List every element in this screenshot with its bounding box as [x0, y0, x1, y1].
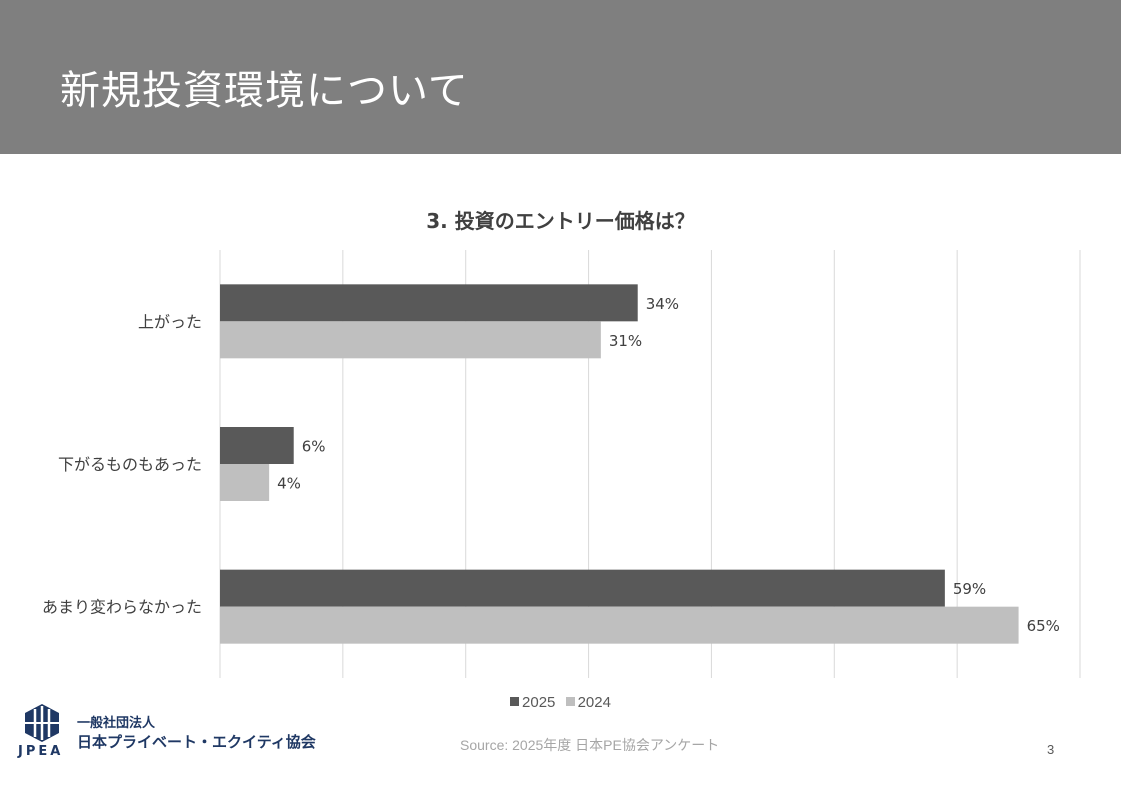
- data-label-2024: 65%: [1027, 617, 1060, 635]
- logo-org-type: 一般社団法人: [77, 716, 156, 731]
- legend-item-2024: 2024: [565, 694, 611, 711]
- logo-letters: JPEA: [18, 744, 64, 759]
- legend-item-2025: 2025: [510, 694, 555, 711]
- bar-2025: [220, 427, 294, 464]
- jpea-logo: JPEA 一般社団法人 日本プライベート・エクイティ協会: [18, 701, 348, 763]
- chart-title: 3. 投資のエントリー価格は？: [426, 209, 695, 233]
- bar-2025: [220, 284, 638, 322]
- category-label: 上がった: [138, 312, 202, 331]
- category-label: 下がるものもあった: [58, 455, 202, 474]
- logo-org-name: 日本プライベート・エクイティ協会: [77, 733, 316, 751]
- legend-label-2024: 2024: [577, 694, 611, 711]
- bar-2024: [220, 464, 270, 501]
- data-label-2025: 6%: [302, 438, 326, 456]
- legend-swatch-2024: [565, 697, 575, 706]
- title-banner: 新規投資環境について: [0, 0, 1121, 154]
- data-label-2024: 4%: [277, 475, 301, 493]
- source-note: Source: 2025年度 日本PE協会アンケート: [460, 737, 720, 753]
- data-label-2025: 34%: [646, 295, 679, 313]
- bar-2025: [220, 569, 945, 607]
- data-label-2025: 59%: [953, 580, 986, 598]
- category-label: あまり変わらなかった: [42, 598, 202, 617]
- legend-swatch-2025: [510, 697, 520, 706]
- bar-2024: [220, 321, 601, 359]
- page-number: 3: [1047, 742, 1055, 757]
- jpea-logo-icon: [25, 704, 59, 742]
- bar-2024: [220, 606, 1019, 644]
- slide-title: 新規投資環境について: [60, 68, 469, 114]
- legend-label-2025: 2025: [522, 694, 556, 711]
- chart-legend: 2025 2024: [0, 694, 1121, 711]
- data-label-2024: 31%: [609, 332, 642, 350]
